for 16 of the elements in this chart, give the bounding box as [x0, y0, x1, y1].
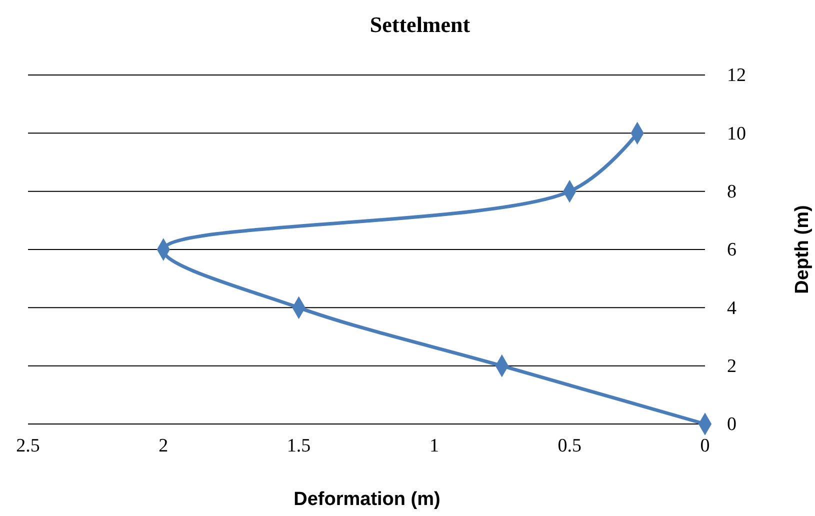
- x-tick-label: 2: [158, 435, 168, 456]
- chart-title: Settelment: [370, 12, 471, 37]
- y-tick-label: 0: [727, 414, 736, 436]
- y-axis-title: Depth (m): [792, 205, 813, 294]
- y-tick-label: 4: [727, 298, 737, 319]
- y-tick-label: 2: [727, 356, 736, 377]
- y-tick-label: 6: [727, 240, 736, 261]
- x-tick-label: 0.5: [558, 435, 582, 456]
- x-tick-label: 1.5: [286, 435, 311, 456]
- x-tick-label: 1: [429, 435, 439, 456]
- x-tick-label: 0: [700, 435, 710, 456]
- y-tick-label: 10: [727, 123, 746, 144]
- x-axis-title: Deformation (m): [294, 489, 440, 510]
- x-tick-label: 2.5: [16, 435, 40, 456]
- y-tick-label: 8: [727, 181, 736, 202]
- y-tick-label: 12: [727, 65, 746, 86]
